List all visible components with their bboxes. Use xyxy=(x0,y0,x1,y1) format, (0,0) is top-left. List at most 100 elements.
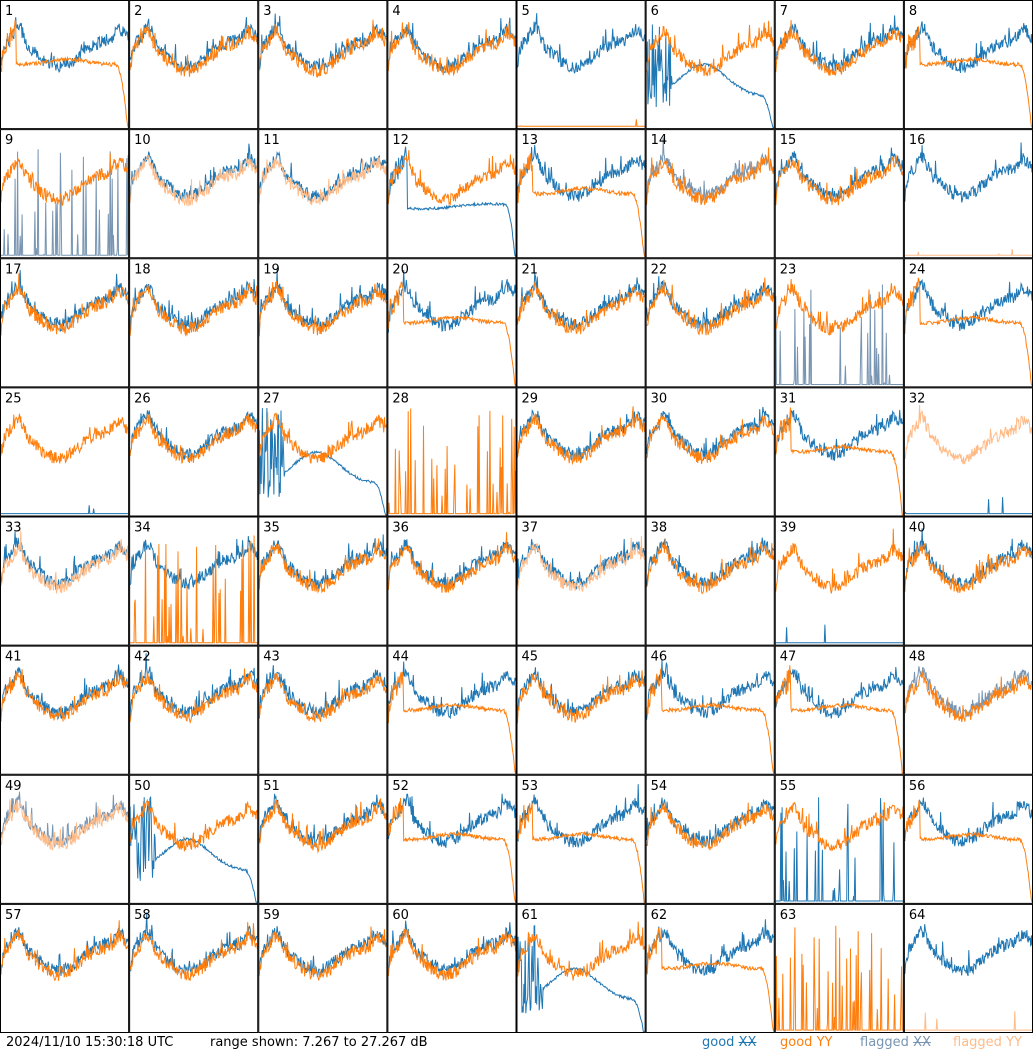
panel-24-label: 24 xyxy=(909,262,926,277)
panel-24: 24 xyxy=(903,258,1033,388)
panel-45-yy-trace xyxy=(517,670,645,724)
panel-34-yy-trace xyxy=(130,535,258,644)
panel-25-yy-trace xyxy=(0,413,129,464)
panel-64-xx-trace xyxy=(904,924,1033,977)
panel-11-label: 11 xyxy=(263,133,280,148)
panel-22-yy-trace xyxy=(646,277,775,336)
panel-30-frame xyxy=(645,387,775,517)
panel-25-frame xyxy=(0,387,130,517)
panel-46-xx-trace xyxy=(646,659,775,720)
panel-50-frame xyxy=(129,774,259,904)
panel-44-yy-trace xyxy=(387,671,516,774)
panel-12-frame xyxy=(387,129,517,259)
panel-39-yy-trace xyxy=(775,528,904,594)
panel-8: 8 xyxy=(903,0,1033,130)
panel-11: 11 xyxy=(258,129,388,259)
panel-62-frame xyxy=(645,903,775,1033)
panel-26-frame xyxy=(129,387,259,517)
panel-1: 1 xyxy=(0,0,130,130)
panel-48-frame xyxy=(903,645,1033,775)
panel-2-label: 2 xyxy=(134,4,142,19)
panel-15-label: 15 xyxy=(780,133,797,148)
panel-61: 61 xyxy=(516,903,646,1033)
panel-61-yy-trace xyxy=(517,921,646,981)
panel-60-label: 60 xyxy=(392,908,409,923)
panel-22: 22 xyxy=(645,258,775,388)
panel-22-frame xyxy=(645,258,775,388)
panel-32: 32 xyxy=(903,387,1033,517)
panel-28: 28 xyxy=(387,387,517,517)
panel-32-label: 32 xyxy=(909,391,926,406)
panel-55-yy-trace xyxy=(775,801,904,852)
panel-52-yy-trace xyxy=(387,797,516,903)
panel-46-label: 46 xyxy=(651,650,668,665)
panel-31-label: 31 xyxy=(780,391,797,406)
legend-good-yy: good YY xyxy=(780,1033,832,1053)
panel-31: 31 xyxy=(774,387,904,517)
panel-12: 12 xyxy=(387,129,517,259)
panel-41: 41 xyxy=(0,645,130,775)
panel-15-frame xyxy=(774,129,904,259)
panel-36-yy-trace xyxy=(387,532,516,593)
panel-13: 13 xyxy=(516,129,646,259)
panel-23: 23 xyxy=(774,258,904,388)
panel-64-yy-trace xyxy=(904,1011,1032,1031)
panel-48-yy-trace xyxy=(904,669,1033,723)
panel-63: 63 xyxy=(774,903,904,1033)
panel-58-label: 58 xyxy=(134,908,151,923)
panel-1-xx-trace xyxy=(0,17,129,74)
panel-62-yy-trace xyxy=(646,927,775,1032)
panel-31-yy-trace xyxy=(775,407,903,516)
panel-49-frame xyxy=(0,774,130,904)
panel-40: 40 xyxy=(903,516,1033,646)
panel-40-frame xyxy=(903,516,1033,646)
panel-13-label: 13 xyxy=(522,133,539,148)
panel-2-frame xyxy=(129,0,259,130)
panel-50: 50 xyxy=(129,774,259,904)
panel-28-frame xyxy=(387,387,517,517)
panel-52-xx-trace xyxy=(387,793,516,848)
panel-5: 5 xyxy=(516,0,646,130)
panel-29-yy-trace xyxy=(517,406,646,466)
panel-55-frame xyxy=(774,774,904,904)
panel-47-frame xyxy=(774,645,904,775)
panel-34-label: 34 xyxy=(134,521,151,536)
panel-58: 58 xyxy=(129,903,259,1033)
panel-28-label: 28 xyxy=(392,391,409,406)
panel-12-label: 12 xyxy=(392,133,409,148)
panel-62-label: 62 xyxy=(651,908,668,923)
panel-4-label: 4 xyxy=(392,4,400,19)
panel-59-yy-trace xyxy=(258,926,387,981)
panel-17-xx-trace xyxy=(0,270,129,332)
panel-59-label: 59 xyxy=(263,908,280,923)
panel-24-xx-trace xyxy=(904,278,1033,332)
panel-17: 17 xyxy=(0,258,130,388)
panel-33-yy-trace xyxy=(0,530,129,594)
panel-44-xx-trace xyxy=(387,661,516,720)
legend-good-xx-word: good xyxy=(702,1035,735,1050)
panel-53-yy-trace xyxy=(517,802,645,903)
panel-33-frame xyxy=(0,516,130,646)
panel-58-yy-trace xyxy=(129,922,258,981)
panel-29-label: 29 xyxy=(522,391,539,406)
legend-flagged-xx-pol: XX xyxy=(913,1035,931,1050)
panel-54-frame xyxy=(645,774,775,904)
panel-63-yy-trace xyxy=(775,925,903,1031)
panel-2-xx-trace xyxy=(129,17,258,72)
panel-47-xx-trace xyxy=(775,666,904,719)
panel-17-frame xyxy=(0,258,130,388)
panel-39-label: 39 xyxy=(780,521,797,536)
panel-36: 36 xyxy=(387,516,517,646)
panel-27: 27 xyxy=(258,387,388,517)
panel-8-yy-trace xyxy=(904,26,1033,128)
range-readout: range shown: 7.267 to 27.267 dB xyxy=(210,1035,428,1050)
panel-15-yy-trace xyxy=(775,154,904,206)
panel-45-label: 45 xyxy=(522,650,539,665)
panel-63-label: 63 xyxy=(780,908,797,923)
panel-38-label: 38 xyxy=(651,521,668,536)
panel-41-frame xyxy=(0,645,130,775)
panel-18-frame xyxy=(129,258,259,388)
panel-40-xx-trace xyxy=(904,528,1033,591)
panel-8-xx-trace xyxy=(904,21,1033,74)
panel-28-yy-trace xyxy=(387,408,516,515)
